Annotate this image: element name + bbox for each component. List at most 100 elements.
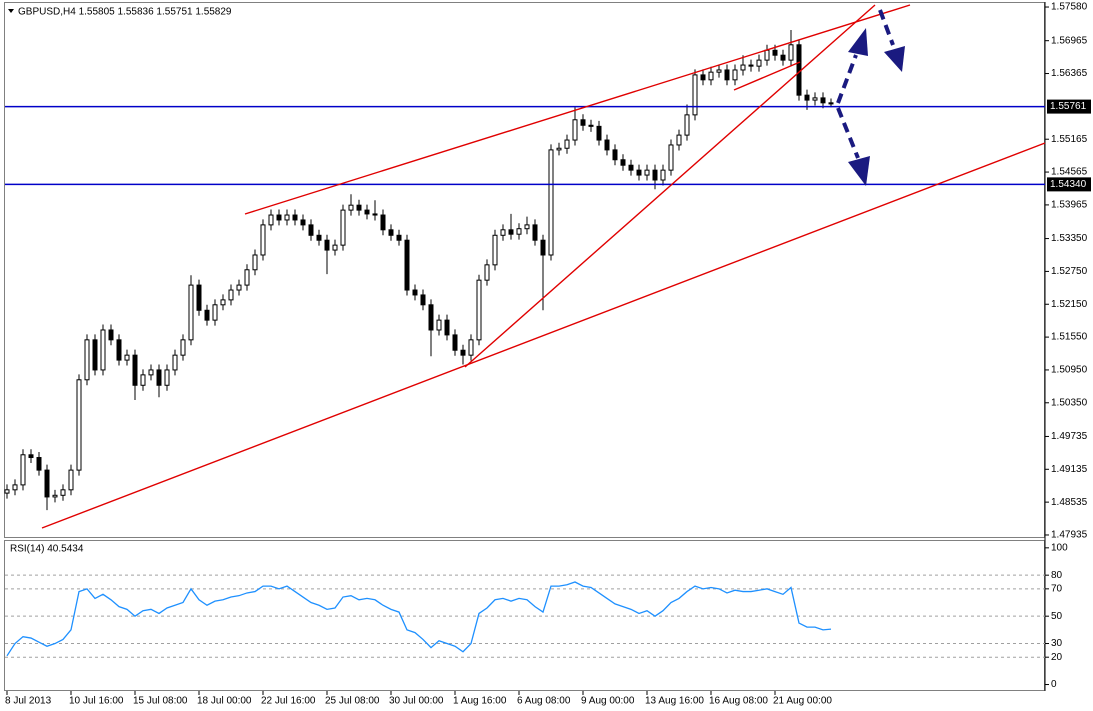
candle-body xyxy=(652,169,658,181)
candle-body xyxy=(700,74,706,81)
arrows xyxy=(836,9,895,159)
candle-body xyxy=(292,214,298,221)
candle-body xyxy=(196,284,202,311)
candle-body xyxy=(764,49,770,61)
candle-body xyxy=(12,484,18,491)
candle-body xyxy=(588,124,594,127)
candle-body xyxy=(92,339,98,371)
candle-body xyxy=(828,102,834,105)
y-tick-label: 50 xyxy=(1051,611,1063,622)
candle-body xyxy=(388,229,394,236)
candle-body xyxy=(820,97,826,104)
trendlines xyxy=(41,4,1046,529)
candle-body xyxy=(564,139,570,149)
y-tick-label: 1.54565 xyxy=(1051,167,1088,178)
candle-body xyxy=(100,329,106,371)
candle-body xyxy=(460,349,466,356)
candle-body xyxy=(412,289,418,296)
candle-body xyxy=(620,159,626,166)
candle-body xyxy=(244,269,250,286)
candle-body xyxy=(676,134,682,146)
candle-body xyxy=(140,374,146,386)
candle-body xyxy=(348,204,354,211)
candle-body xyxy=(668,144,674,171)
candle-body xyxy=(612,149,618,161)
rsi-line xyxy=(6,581,832,657)
candle-body xyxy=(692,74,698,116)
x-tick-label: 22 Jul 16:00 xyxy=(261,696,316,707)
candle-body xyxy=(372,213,378,216)
candle-body xyxy=(60,489,66,496)
arrow xyxy=(878,9,895,46)
candle-body xyxy=(476,279,482,341)
candle-body xyxy=(156,369,162,386)
candle-body xyxy=(500,229,506,236)
y-tick-label: 1.53965 xyxy=(1051,200,1088,211)
candle-body xyxy=(492,234,498,266)
x-tick-label: 21 Aug 00:00 xyxy=(773,696,832,707)
arrowheads xyxy=(848,28,905,186)
y-tick-label: 1.57580 xyxy=(1051,2,1088,13)
candle-body xyxy=(724,69,730,81)
arrow xyxy=(836,54,858,104)
candle-body xyxy=(748,64,754,67)
candle-body xyxy=(516,228,522,235)
y-tick-label: 1.56365 xyxy=(1051,68,1088,79)
candle-body xyxy=(36,457,42,471)
y-tick-label: 1.49135 xyxy=(1051,464,1088,475)
candle-body xyxy=(316,234,322,241)
candle-body xyxy=(132,354,138,386)
candle-body xyxy=(108,329,114,341)
y-tick-label: 20 xyxy=(1051,652,1063,663)
candle-body xyxy=(740,64,746,71)
candle-body xyxy=(548,149,554,256)
y-tick-label: 1.56965 xyxy=(1051,35,1088,46)
candle-body xyxy=(788,44,794,61)
y-tick-label: 1.52150 xyxy=(1051,299,1088,310)
candle-body xyxy=(260,224,266,256)
candle-body xyxy=(188,284,194,341)
candle-body xyxy=(380,214,386,231)
candle-body xyxy=(364,209,370,215)
candle-body xyxy=(436,319,442,331)
candle-body xyxy=(332,244,338,251)
candle-body xyxy=(572,119,578,141)
x-tick-label: 1 Aug 16:00 xyxy=(453,696,507,707)
candle-body xyxy=(84,339,90,381)
candle-body xyxy=(268,214,274,226)
candle-body xyxy=(468,339,474,356)
candle-body xyxy=(204,309,210,321)
x-tick-label: 9 Aug 00:00 xyxy=(581,696,635,707)
x-tick-label: 30 Jul 00:00 xyxy=(389,696,444,707)
candle-body xyxy=(116,339,122,361)
menu-arrow xyxy=(8,9,14,13)
trendline xyxy=(733,61,801,91)
candle-body xyxy=(20,454,26,486)
x-tick-label: 13 Aug 16:00 xyxy=(645,696,704,707)
y-tick-label: 80 xyxy=(1051,570,1063,581)
chart-title: GBPUSD,H4 1.55805 1.55836 1.55751 1.5582… xyxy=(18,7,232,18)
candle-body xyxy=(4,489,10,494)
candle-body xyxy=(628,164,634,171)
candle-body xyxy=(660,169,666,181)
x-tick-label: 10 Jul 16:00 xyxy=(69,696,124,707)
candle-body xyxy=(220,299,226,306)
arrowhead xyxy=(884,46,905,72)
candle-body xyxy=(420,294,426,306)
y-tick-label: 1.49735 xyxy=(1051,431,1088,442)
candle-body xyxy=(68,469,74,491)
trendline xyxy=(464,4,876,368)
candle-body xyxy=(732,69,738,81)
candle-body xyxy=(804,94,810,101)
candle-body xyxy=(540,239,546,256)
candle-body xyxy=(556,147,562,151)
candle-body xyxy=(212,304,218,321)
level-label: 1.54340 xyxy=(1050,179,1087,190)
candle-body xyxy=(604,139,610,151)
y-tick-label: 1.52750 xyxy=(1051,266,1088,277)
candle-body xyxy=(308,224,314,236)
candle-body xyxy=(716,69,722,73)
candle-body xyxy=(252,254,258,271)
level-label: 1.55761 xyxy=(1050,101,1087,112)
marks: 1.57580 1.56965 1.56365 1.55165 1.54565 1.539… xyxy=(4,2,1091,707)
